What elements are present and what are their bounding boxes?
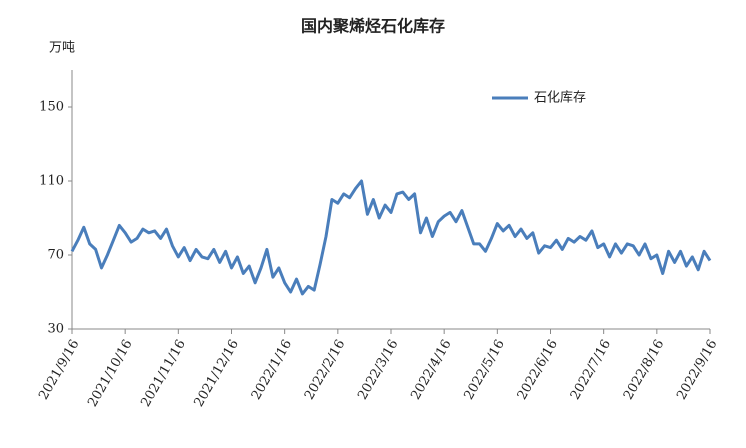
- x-tick-label: 2022/8/16: [621, 337, 667, 402]
- x-tick-label: 2021/12/16: [192, 337, 242, 409]
- legend-label: 石化库存: [534, 90, 586, 106]
- x-tick-label: 2022/5/16: [462, 337, 508, 402]
- y-tick-label: 110: [39, 174, 64, 189]
- x-tick-label: 2022/2/16: [302, 337, 348, 402]
- data-line: [70, 179, 712, 296]
- x-tick-label: 2022/4/16: [408, 337, 454, 402]
- y-tick-label: 30: [47, 322, 64, 337]
- x-tick-label: 2022/1/16: [249, 337, 295, 402]
- x-tick-label: 2022/3/16: [355, 337, 401, 402]
- x-tick-label: 2022/9/16: [674, 337, 720, 402]
- x-tick-label: 2022/7/16: [568, 337, 614, 402]
- x-tick-label: 2022/6/16: [515, 337, 561, 402]
- x-tick-label: 2021/9/16: [36, 337, 82, 402]
- x-tick-label: 2021/11/16: [138, 337, 188, 409]
- y-tick-label: 150: [39, 100, 64, 115]
- y-tick-label: 70: [47, 248, 64, 263]
- chart-title: 国内聚烯烃石化库存: [301, 17, 445, 36]
- x-tick-label: 2021/10/16: [85, 337, 135, 409]
- y-axis-label: 万吨: [49, 41, 75, 56]
